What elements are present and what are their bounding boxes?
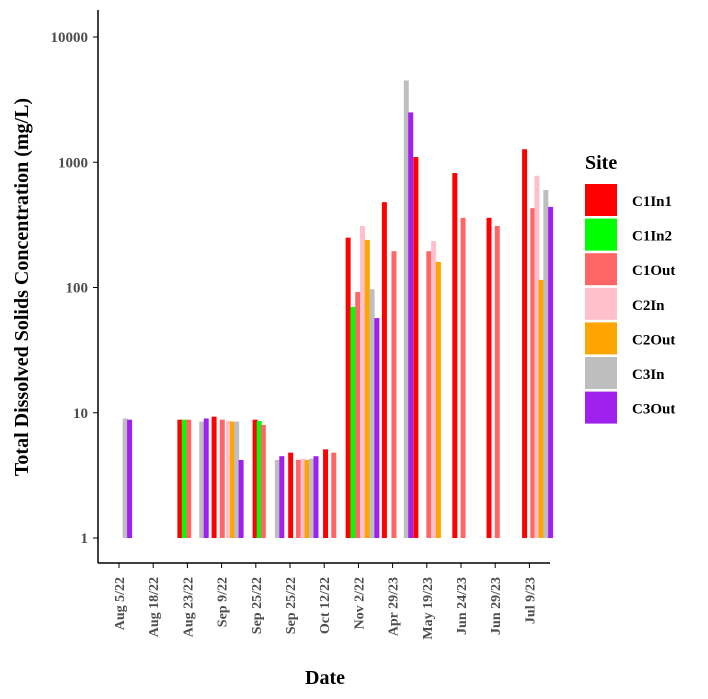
x-tick-label-7: Nov 2/22: [352, 577, 367, 630]
bar-c2in-39: [431, 241, 437, 538]
bar-c1in1-7: [211, 416, 217, 538]
x-axis-title: Date: [305, 667, 345, 689]
bar-c2out-48: [538, 279, 544, 538]
legend-key-c2out: [585, 322, 617, 355]
bar-c2out-30: [364, 239, 370, 538]
bar-c2out-21: [304, 459, 310, 538]
bar-c1in1-18: [288, 452, 294, 538]
bar-c3out-50: [548, 206, 554, 538]
legend-key-c3in: [585, 357, 617, 389]
bar-c1in1-33: [381, 202, 387, 539]
bar-c2out-40: [435, 261, 441, 538]
bar-c1out-28: [355, 292, 361, 538]
x-tick-label-5: Sep 25/22: [284, 577, 299, 634]
y-tick-label-2: 100: [66, 281, 89, 297]
bar-c2in-20: [300, 458, 306, 538]
bar-c3out-17: [279, 456, 285, 538]
bar-c1out-42: [460, 217, 466, 538]
legend: Site C1In1 C1In2 C1Out C2In C2Out C3In C3Out: [585, 152, 675, 424]
bar-c3in-16: [274, 459, 280, 538]
axes-group: 1 10 100 1000 10000 Aug 5/22 Aug 18/22 Aug 23/2…: [51, 10, 550, 640]
legend-label-c3out: C3Out: [632, 402, 675, 418]
bar-c1out-19: [296, 459, 302, 538]
bar-c2in-9: [225, 420, 231, 538]
bar-c1out-38: [426, 251, 432, 539]
legend-label-c3in: C3In: [632, 367, 665, 383]
x-tick-label-10: Jun 24/23: [455, 577, 470, 635]
bar-c1in1-45: [522, 149, 528, 538]
legend-label-c2out: C2Out: [632, 332, 675, 348]
legend-label-c1out: C1Out: [632, 263, 675, 279]
bars-group: [122, 80, 554, 539]
bar-c1in2-27: [350, 306, 356, 538]
bar-c3in-31: [369, 289, 375, 538]
bar-c1out-4: [186, 419, 192, 538]
y-tick-label-0: 1: [81, 531, 89, 547]
bar-c3in-0: [122, 418, 128, 538]
x-tick-label-8: Apr 29/23: [387, 577, 402, 636]
bar-c1out-46: [530, 208, 536, 538]
y-axis-title: Total Dissolved Solids Concentration (mg…: [11, 98, 33, 476]
bar-c1in1-37: [413, 157, 419, 538]
x-tick-label-11: Jun 29/23: [489, 577, 504, 635]
bar-c3in-35: [403, 80, 409, 538]
bar-c1in1-13: [252, 419, 258, 538]
bar-c1out-44: [494, 225, 500, 538]
y-tick-label-3: 1000: [58, 155, 88, 171]
legend-key-c1in1: [585, 184, 617, 216]
legend-label-c1in1: C1In1: [632, 194, 672, 210]
bar-c3in-11: [234, 421, 240, 538]
x-tick-label-4: Sep 25/22: [250, 577, 265, 634]
x-tick-label-3: Sep 9/22: [216, 577, 231, 627]
bar-c1in2-14: [256, 420, 262, 538]
bar-c3in-49: [543, 190, 549, 539]
bar-c2out-10: [230, 421, 236, 538]
bar-c1out-8: [219, 419, 225, 538]
bar-c2in-29: [360, 225, 365, 538]
bar-c2in-47: [534, 175, 540, 538]
bar-c1out-34: [391, 251, 397, 539]
bar-c3out-23: [313, 456, 319, 538]
bar-c3in-5: [199, 421, 205, 538]
x-tick-label-12: Jul 9/23: [523, 577, 538, 624]
bar-c3in-22: [309, 458, 315, 538]
legend-label-c2in: C2In: [632, 298, 665, 314]
bar-c3out-32: [374, 318, 380, 538]
bar-c1in1-2: [177, 419, 183, 538]
bar-c3out-6: [203, 418, 209, 538]
bar-c1in1-41: [452, 173, 458, 539]
bar-c3out-1: [127, 419, 133, 538]
x-tick-label-2: Aug 23/22: [181, 577, 196, 637]
x-tick-label-9: May 19/23: [421, 577, 436, 640]
bar-c3out-12: [238, 459, 244, 538]
bar-c1in2-3: [181, 419, 187, 538]
bar-c1in1-43: [486, 217, 492, 538]
x-tick-label-0: Aug 5/22: [113, 577, 128, 630]
y-tick-label-4: 10000: [51, 30, 89, 46]
bar-c1out-25: [331, 452, 337, 538]
legend-key-c3out: [585, 391, 617, 424]
legend-label-c1in2: C1In2: [632, 229, 672, 245]
bar-c1out-15: [260, 424, 266, 538]
legend-key-c1in2: [585, 218, 617, 251]
legend-key-c2in: [585, 287, 617, 320]
bar-c3out-36: [408, 112, 414, 538]
y-tick-label-1: 10: [73, 406, 88, 422]
bar-c1in1-24: [323, 449, 329, 538]
x-tick-label-1: Aug 18/22: [147, 577, 162, 637]
bar-c1in1-26: [345, 237, 351, 538]
legend-title: Site: [585, 152, 617, 174]
x-tick-label-6: Oct 12/22: [318, 577, 333, 634]
legend-key-c1out: [585, 253, 617, 286]
